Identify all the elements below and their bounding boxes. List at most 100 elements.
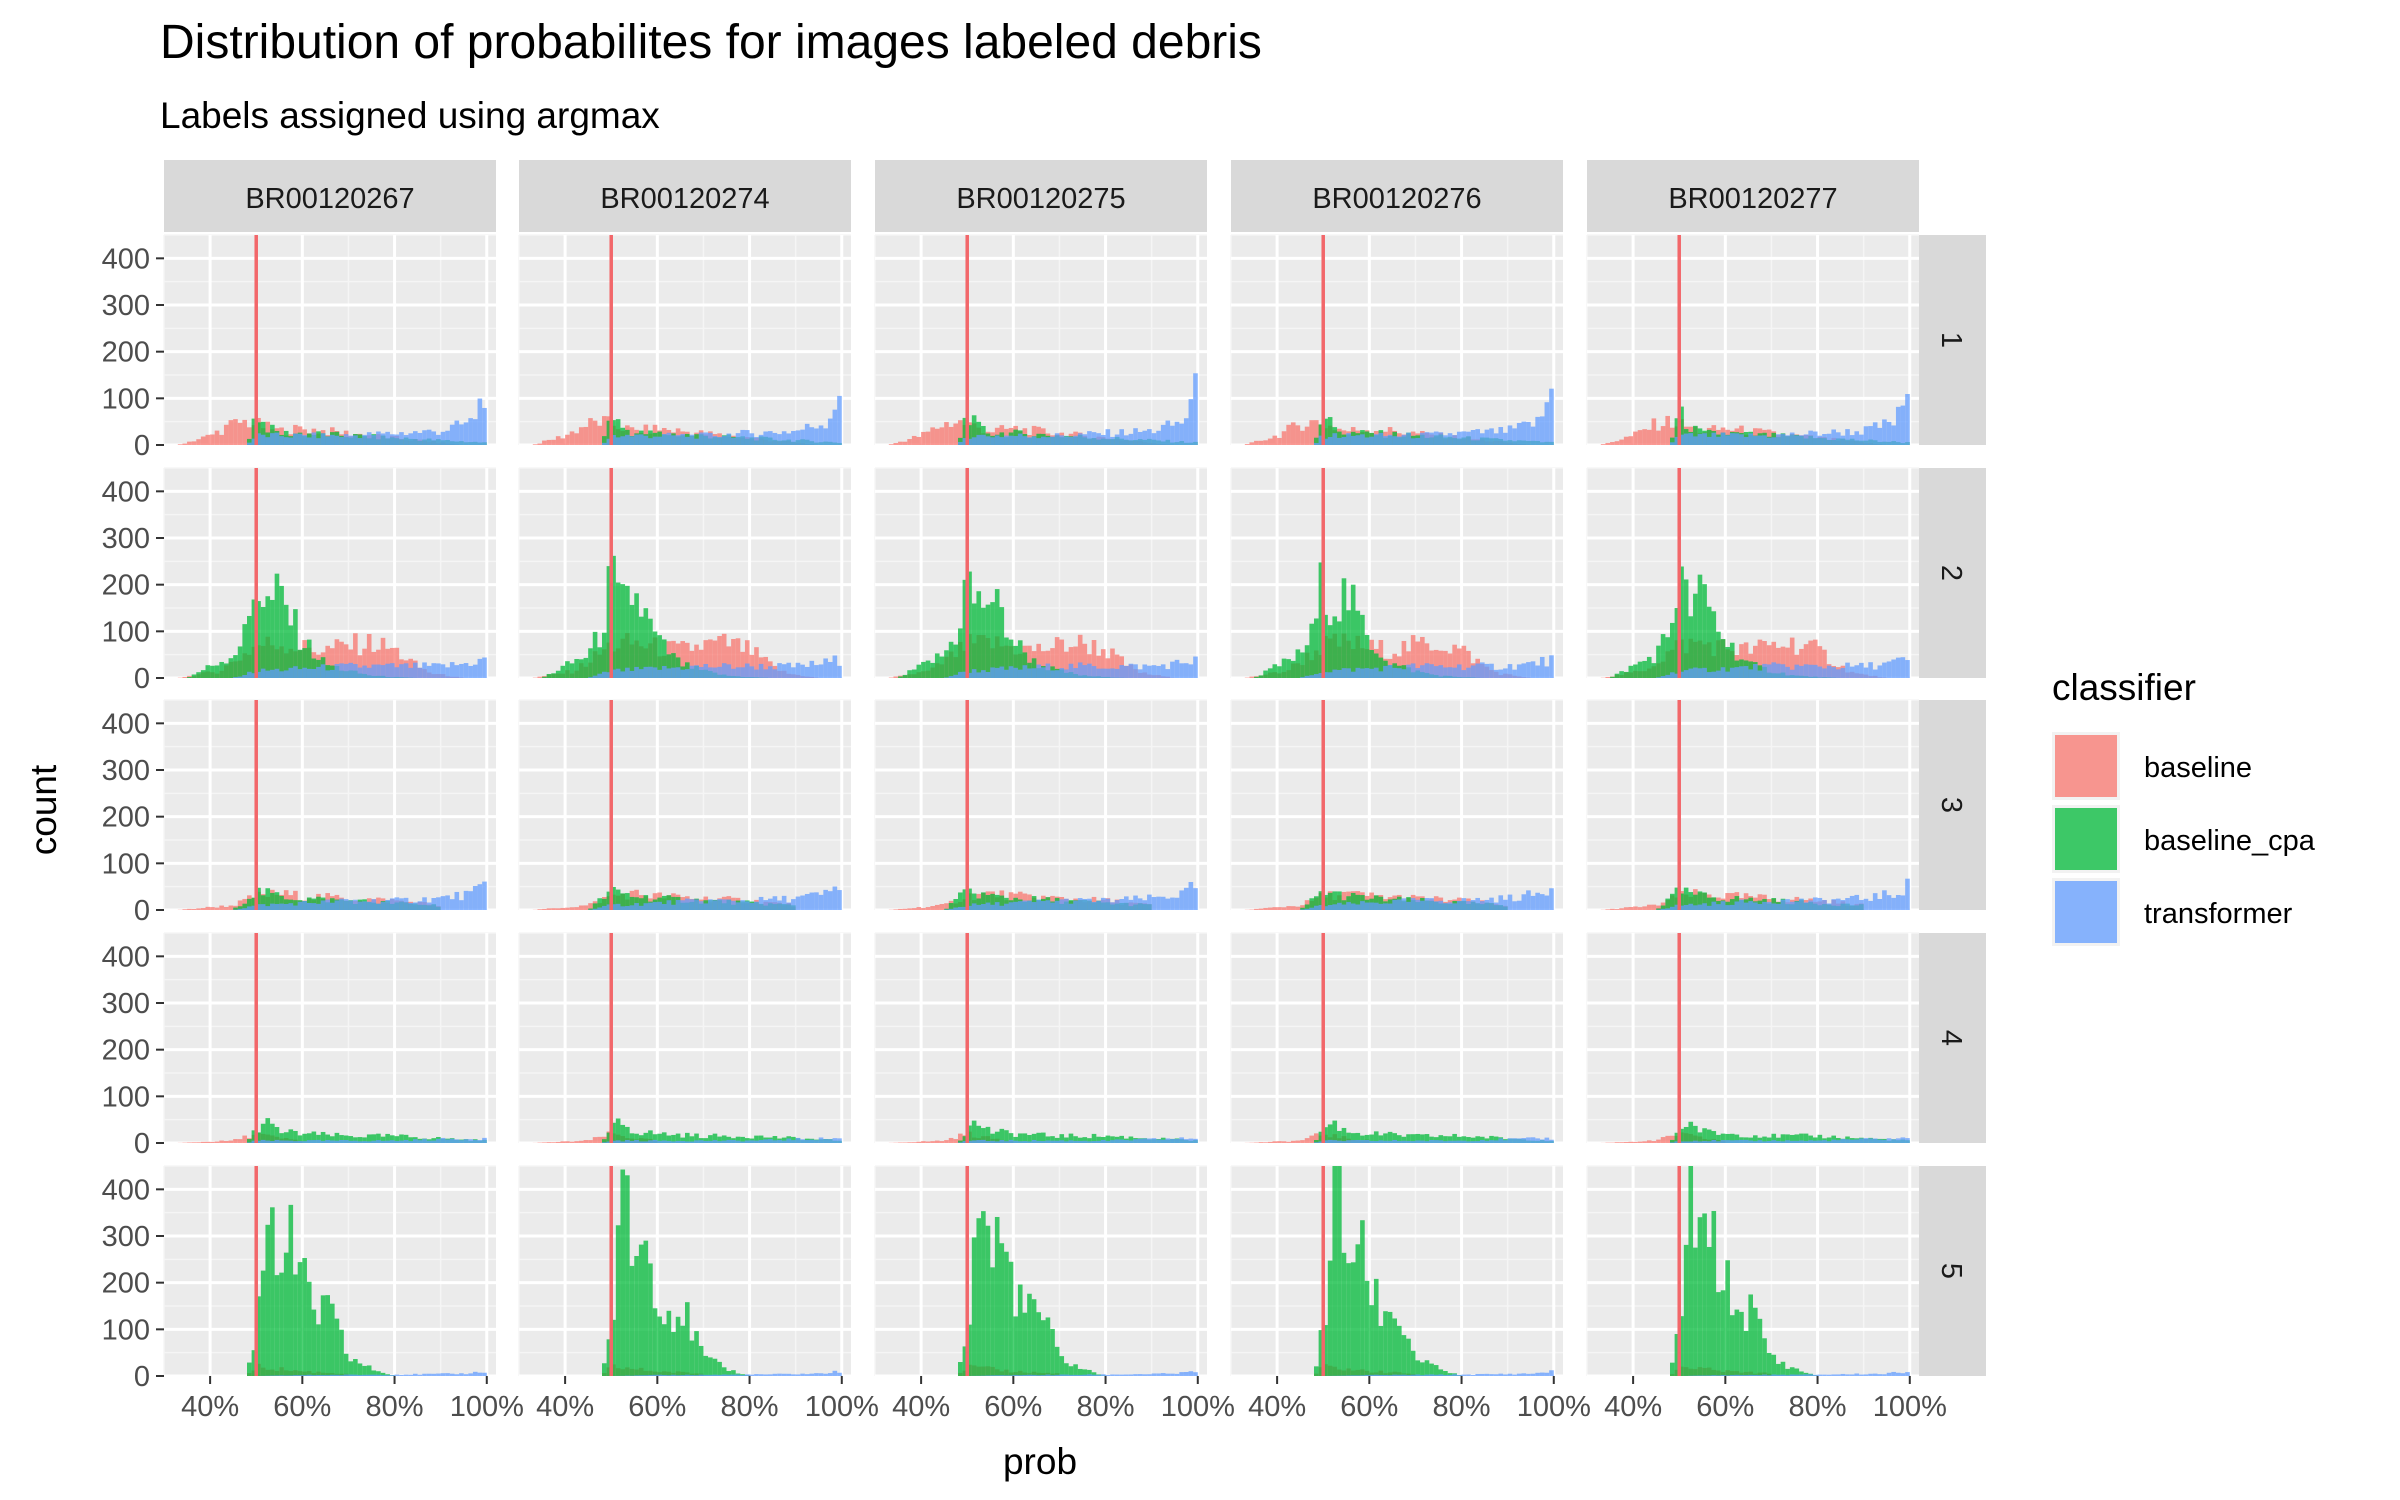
histogram-bar-transformer: [1803, 902, 1809, 910]
histogram-bar-transformer: [1027, 437, 1032, 445]
histogram-bar-baseline: [1614, 909, 1620, 910]
histogram-bar-baseline_cpa: [330, 1136, 335, 1143]
histogram-bar-transformer: [1549, 1370, 1554, 1376]
histogram-bar-baseline_cpa: [1346, 610, 1351, 678]
histogram-bar-transformer: [1068, 903, 1074, 910]
histogram-bar-transformer: [1665, 908, 1670, 910]
histogram-bar-baseline: [1628, 436, 1634, 445]
histogram-bar-baseline_cpa: [1300, 907, 1305, 910]
histogram-bar-transformer: [680, 669, 685, 678]
histogram-bar-baseline: [1054, 637, 1060, 678]
histogram-bar-transformer: [251, 905, 257, 910]
histogram-bar-baseline: [1438, 650, 1444, 678]
histogram-bar-transformer: [1424, 898, 1430, 910]
y-tick-label: 100: [102, 383, 150, 415]
histogram-bar-baseline: [569, 907, 575, 910]
histogram-bar-transformer: [698, 666, 704, 678]
histogram-bar-baseline: [191, 1142, 197, 1143]
histogram-bar-baseline_cpa: [1054, 1137, 1060, 1143]
histogram-bar-baseline_cpa: [1369, 1134, 1374, 1143]
histogram-bar-transformer: [1530, 895, 1536, 910]
histogram-bar-transformer: [1507, 1138, 1513, 1143]
chart-subtitle: Labels assigned using argmax: [160, 95, 660, 136]
histogram-bar-transformer: [814, 1373, 819, 1376]
histogram-bar-transformer: [1739, 899, 1744, 910]
histogram-bar-transformer: [1124, 1140, 1129, 1143]
histogram-bar-transformer: [1845, 429, 1850, 445]
histogram-bar-baseline_cpa: [1406, 1338, 1411, 1376]
histogram-bar-transformer: [403, 663, 409, 678]
histogram-bar-transformer: [1045, 663, 1051, 678]
histogram-bar-baseline: [1822, 649, 1827, 678]
histogram-bar-transformer: [981, 434, 986, 445]
histogram-bar-baseline_cpa: [279, 895, 284, 910]
histogram-bar-baseline_cpa: [1633, 664, 1638, 678]
histogram-bar-baseline_cpa: [247, 438, 252, 445]
histogram-bar-transformer: [827, 1373, 833, 1376]
histogram-bar-transformer: [297, 433, 303, 445]
histogram-bar-transformer: [1836, 432, 1841, 445]
histogram-bar-transformer: [1387, 1140, 1393, 1143]
histogram-bar-baseline_cpa: [606, 1132, 612, 1143]
histogram-bar-transformer: [283, 903, 289, 910]
histogram-bar-transformer: [1739, 1139, 1744, 1143]
histogram-bar-transformer: [1711, 901, 1717, 910]
histogram-bar-transformer: [334, 900, 340, 910]
histogram-bar-transformer: [1008, 435, 1014, 445]
histogram-bar-transformer: [1147, 894, 1152, 910]
histogram-bar-transformer: [1346, 1140, 1351, 1143]
histogram-bar-transformer: [247, 1142, 252, 1143]
histogram-bar-transformer: [1877, 665, 1883, 678]
histogram-bar-transformer: [482, 1137, 487, 1143]
histogram-bar-transformer: [823, 889, 828, 910]
panel-background: [1587, 933, 1919, 1143]
histogram-bar-baseline_cpa: [597, 898, 602, 910]
histogram-bar-transformer: [1544, 1137, 1550, 1143]
histogram-bar-baseline_cpa: [962, 1136, 968, 1143]
histogram-bar-transformer: [1438, 1140, 1444, 1143]
histogram-bar-transformer: [440, 431, 446, 445]
histogram-bar-baseline: [930, 906, 935, 910]
histogram-bar-transformer: [703, 1140, 709, 1143]
histogram-bar-transformer: [1424, 1141, 1430, 1143]
histogram-bar-transformer: [449, 1138, 455, 1143]
histogram-bar-transformer: [740, 900, 745, 910]
histogram-bar-baseline: [1605, 442, 1611, 445]
histogram-bar-transformer: [1868, 900, 1873, 910]
histogram-bar-transformer: [1480, 1373, 1485, 1376]
histogram-bar-transformer: [1868, 1373, 1873, 1376]
histogram-bar-baseline_cpa: [302, 1133, 307, 1143]
histogram-bar-baseline: [200, 908, 206, 910]
histogram-bar-baseline: [1619, 439, 1624, 445]
histogram-bar-baseline_cpa: [958, 437, 963, 445]
legend-swatch-baseline: [2055, 735, 2117, 797]
histogram-bar-transformer: [1753, 1374, 1758, 1376]
histogram-bar-transformer: [1826, 1374, 1832, 1376]
histogram-bar-baseline_cpa: [1332, 616, 1338, 678]
histogram-bar-baseline: [698, 649, 704, 678]
histogram-bar-baseline_cpa: [1263, 670, 1268, 678]
histogram-bar-baseline_cpa: [1267, 668, 1273, 678]
histogram-bar-transformer: [293, 666, 298, 678]
histogram-bar-transformer: [620, 1141, 626, 1143]
histogram-bar-transformer: [449, 424, 455, 445]
histogram-bar-baseline_cpa: [657, 1316, 662, 1376]
histogram-bar-transformer: [1697, 1375, 1703, 1376]
histogram-bar-baseline_cpa: [1628, 665, 1634, 678]
histogram-bar-baseline_cpa: [638, 1135, 644, 1143]
y-tick-label: 100: [102, 616, 150, 648]
histogram-bar-transformer: [1410, 438, 1416, 445]
histogram-bar-baseline: [223, 906, 229, 910]
histogram-bar-transformer: [454, 665, 460, 678]
histogram-bar-transformer: [1484, 429, 1490, 445]
histogram-bar-transformer: [1300, 677, 1305, 678]
histogram-bar-transformer: [459, 1140, 464, 1143]
histogram-bar-transformer: [1327, 1139, 1333, 1143]
histogram-bar-transformer: [1891, 425, 1896, 445]
histogram-bar-baseline: [597, 1136, 602, 1143]
histogram-bar-transformer: [385, 1375, 390, 1376]
histogram-bar-baseline_cpa: [1392, 1318, 1397, 1376]
histogram-bar-transformer: [279, 903, 284, 910]
histogram-bar-baseline_cpa: [675, 1133, 681, 1143]
y-tick-label: 200: [102, 1268, 150, 1300]
